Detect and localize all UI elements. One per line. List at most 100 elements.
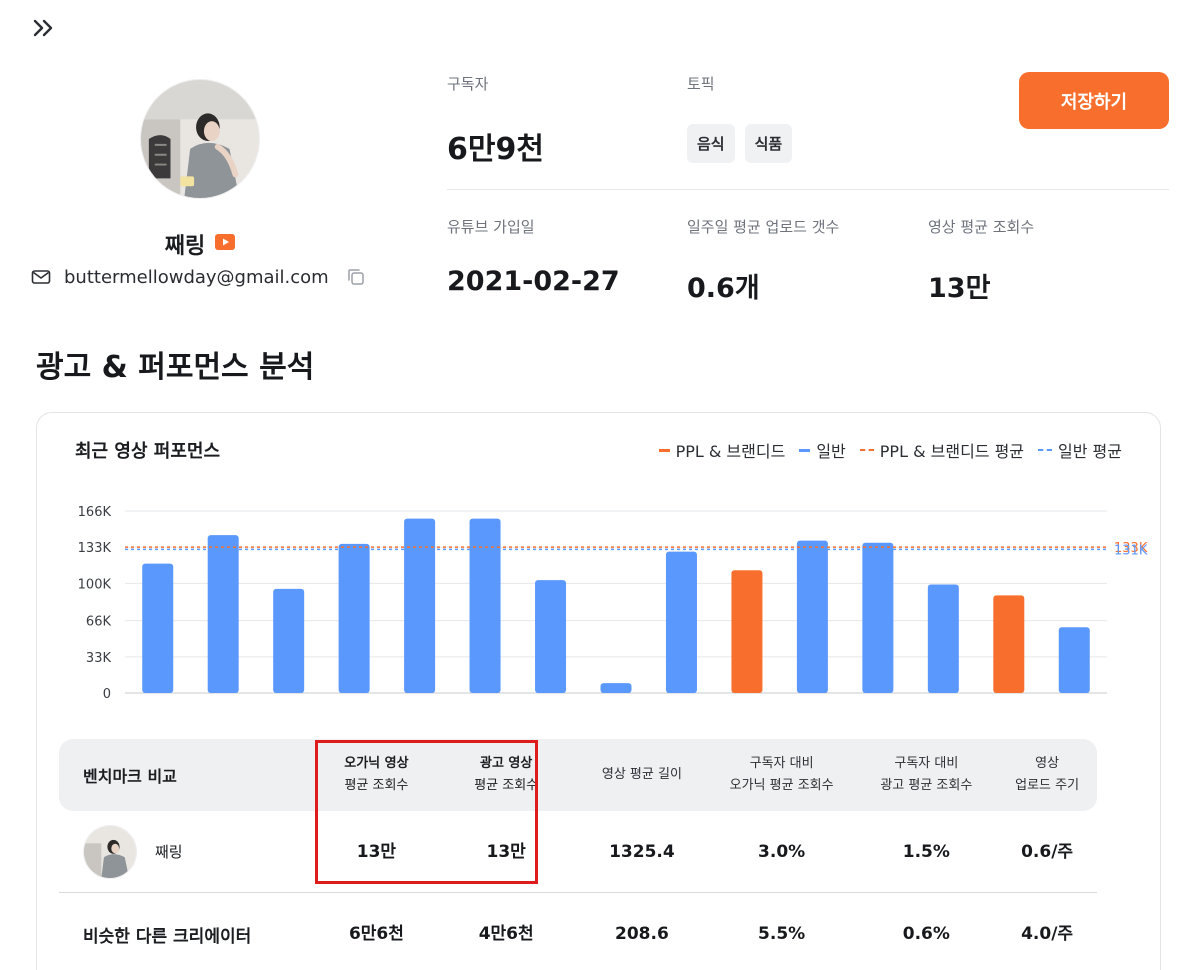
copy-icon[interactable]: [345, 266, 367, 288]
ppl-bar[interactable]: [993, 595, 1025, 693]
y-tick-label: 0: [103, 687, 111, 702]
header-line: 평균 조회수: [344, 778, 409, 793]
expand-sidebar-button[interactable]: [30, 14, 60, 42]
cell-organic-avg-views: 6만6천: [348, 924, 404, 944]
header-line: 업로드 주기: [1015, 778, 1080, 793]
y-tick-label: 33K: [86, 651, 112, 666]
legend-label: PPL & 브랜디드 평균: [879, 442, 1025, 461]
table-row: 째링 13만 13만 1325.4 3.0% 1.5% 0.6/주: [59, 811, 1097, 893]
creator-avatar-small: [83, 824, 137, 879]
table-row: 비슷한 다른 크리에이터 6만6천 4만6천 208.6 5.5% 0.6% 4…: [59, 893, 1097, 970]
header-upload-cycle: 영상 업로드 주기: [997, 753, 1097, 797]
y-tick-label: 100K: [78, 577, 112, 592]
y-tick-label: 66K: [86, 615, 112, 630]
cell-organic-vs-subs: 3.0%: [758, 841, 806, 862]
creator-name-row: 째링: [0, 228, 400, 260]
header-line: 오가닉 평균 조회수: [729, 778, 834, 793]
subscribers-label: 구독자: [447, 75, 489, 93]
header-ad-avg-views: 광고 영상 평균 조회수: [436, 753, 576, 797]
joined-value: 2021-02-27: [447, 266, 620, 297]
mail-icon: [30, 266, 52, 288]
youtube-icon[interactable]: [215, 234, 236, 254]
legend-swatch: [799, 448, 811, 452]
topic-tag: 음식: [687, 124, 735, 163]
joined-label: 유튜브 가입일: [447, 218, 535, 236]
save-button[interactable]: 저장하기: [1019, 72, 1169, 129]
legend-ppl-avg: PPL & 브랜디드 평균: [859, 438, 1025, 462]
section-title: 광고 & 퍼포먼스 분석: [36, 350, 315, 385]
topic-tags: 음식 식품: [687, 124, 793, 163]
header-line: 오가닉 영상: [344, 756, 409, 771]
stats-divider: [447, 189, 1169, 190]
general-bar[interactable]: [1058, 627, 1090, 693]
cell-ad-vs-subs: 1.5%: [902, 841, 950, 862]
cell-avg-length: 1325.4: [609, 841, 675, 862]
header-line: 광고 평균 조회수: [880, 778, 973, 793]
cell-ad-avg-views: 4만6천: [478, 924, 534, 944]
y-tick-label: 166K: [78, 505, 112, 520]
header-avg-length: 영상 평균 길이: [576, 764, 708, 786]
benchmark-title: 벤치마크 비교: [83, 767, 177, 786]
header-organic-vs-subs: 구독자 대비 오가닉 평균 조회수: [708, 753, 856, 797]
subscribers-value: 6만9천: [447, 132, 544, 167]
header-line: 영상 평균 길이: [601, 767, 682, 782]
cell-avg-length: 208.6: [615, 924, 669, 944]
general-bar[interactable]: [207, 535, 239, 693]
general-bar[interactable]: [796, 540, 828, 693]
ppl-bar[interactable]: [731, 570, 763, 693]
legend-dash: [859, 449, 874, 451]
y-tick-label: 133K: [78, 541, 112, 556]
general-bar[interactable]: [535, 580, 567, 693]
header-organic-avg-views: 오가닉 영상 평균 조회수: [317, 753, 437, 797]
average-line-label: 131K: [1114, 543, 1148, 558]
general-bar[interactable]: [862, 542, 894, 693]
header-line: 구독자 대비: [894, 756, 959, 771]
cell-upload-cycle: 0.6/주: [1021, 841, 1074, 862]
cell-ad-avg-views: 13만: [486, 841, 526, 862]
header-line: 평균 조회수: [474, 778, 539, 793]
general-bar[interactable]: [665, 551, 697, 693]
avg-views-label: 영상 평균 조회수: [928, 218, 1035, 236]
benchmark-header: 벤치마크 비교 오가닉 영상 평균 조회수 광고 영상 평균 조회수 영상 평균…: [59, 739, 1097, 811]
row-name: 째링: [155, 843, 183, 861]
header-line: 광고 영상: [479, 756, 533, 771]
general-bar[interactable]: [273, 588, 305, 693]
row-name: 비슷한 다른 크리에이터: [83, 926, 252, 947]
general-bar[interactable]: [142, 563, 174, 693]
creator-avatar: [140, 79, 260, 199]
benchmark-table: 벤치마크 비교 오가닉 영상 평균 조회수 광고 영상 평균 조회수 영상 평균…: [59, 739, 1097, 970]
email-row: buttermellowday@gmail.com: [30, 266, 367, 288]
legend-label: 일반: [816, 442, 846, 461]
performance-card: 최근 영상 퍼포먼스 PPL & 브랜디드 일반 PPL & 브랜디드 평균 일…: [36, 412, 1161, 970]
legend-general: 일반: [799, 438, 846, 462]
general-bar[interactable]: [469, 518, 501, 693]
topic-label: 토픽: [687, 75, 715, 93]
legend-ppl: PPL & 브랜디드: [658, 438, 786, 462]
topic-tag: 식품: [744, 124, 793, 163]
card-title: 최근 영상 퍼포먼스: [75, 441, 221, 462]
cell-organic-vs-subs: 5.5%: [758, 924, 806, 944]
creator-email[interactable]: buttermellowday@gmail.com: [64, 266, 329, 288]
general-bar[interactable]: [927, 584, 959, 693]
avg-views-value: 13만: [928, 273, 991, 304]
legend-swatch: [658, 448, 670, 452]
cell-upload-cycle: 4.0/주: [1021, 924, 1074, 944]
cell-organic-avg-views: 13만: [356, 841, 397, 862]
double-chevron-right-icon: [33, 19, 53, 37]
creator-name: 째링: [164, 234, 206, 259]
general-bar[interactable]: [404, 518, 436, 693]
header-line: 영상: [1035, 756, 1060, 771]
general-bar[interactable]: [600, 683, 632, 693]
row-name-cell: 째링: [59, 824, 309, 879]
weekly-uploads-label: 일주일 평균 업로드 갯수: [687, 218, 840, 236]
header-ad-vs-subs: 구독자 대비 광고 평균 조회수: [855, 753, 997, 797]
legend-dash: [1038, 449, 1053, 451]
weekly-uploads-value: 0.6개: [687, 273, 760, 304]
legend-label: PPL & 브랜디드: [675, 442, 786, 461]
legend-general-avg: 일반 평균: [1038, 438, 1122, 462]
header-line: 구독자 대비: [749, 756, 814, 771]
cell-ad-vs-subs: 0.6%: [902, 924, 950, 944]
general-bar[interactable]: [338, 543, 370, 693]
chart-legend: PPL & 브랜디드 일반 PPL & 브랜디드 평균 일반 평균: [658, 438, 1122, 462]
